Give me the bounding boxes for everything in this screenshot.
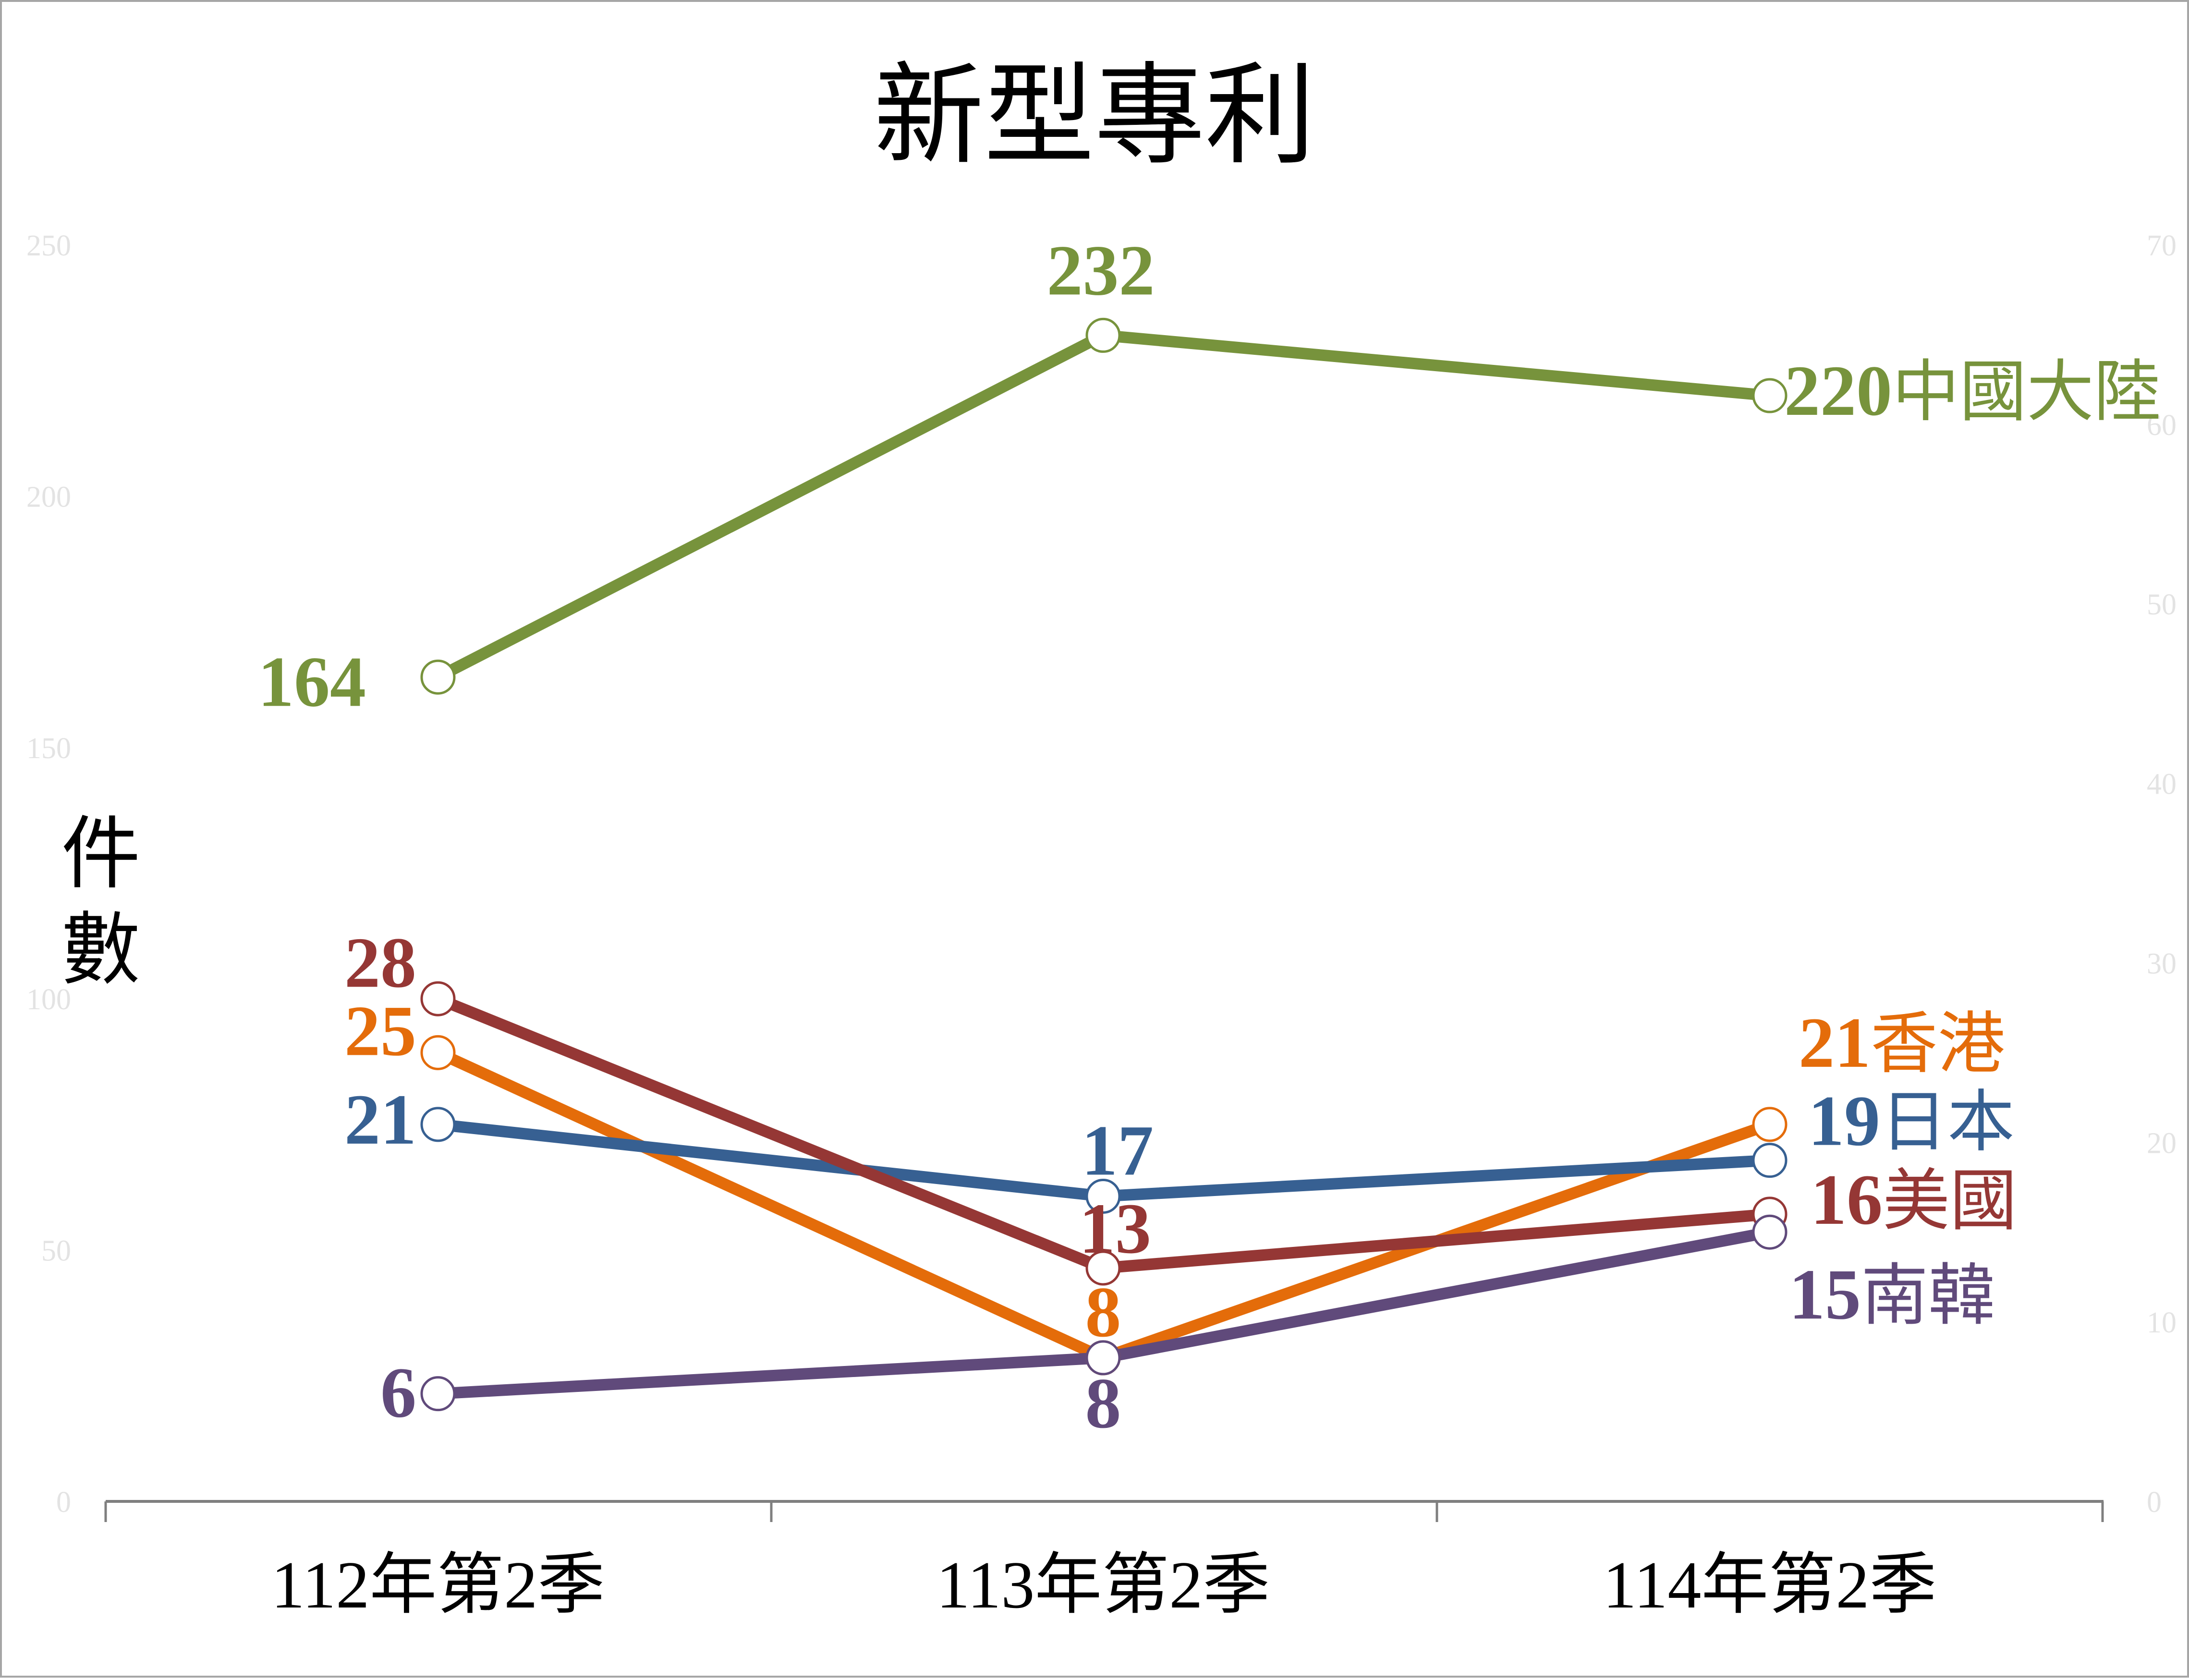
y-axis-label: 件數 [61, 808, 141, 996]
data-point-marker [1752, 378, 1788, 413]
data-label: 17 [1082, 1111, 1154, 1190]
x-tick-label: 112年第2季 [271, 1548, 605, 1622]
data-label: 15南韓 [1789, 1255, 1995, 1335]
right-tick-label: 30 [2147, 947, 2177, 980]
left-tick-label: 100 [26, 983, 71, 1016]
right-tick-label: 10 [2147, 1306, 2177, 1339]
data-point-marker [1752, 1143, 1788, 1178]
data-point-marker [420, 659, 456, 695]
right-tick-label: 50 [2147, 589, 2177, 621]
data-label: 8 [1085, 1272, 1121, 1352]
left-tick-label: 50 [41, 1235, 71, 1268]
series-data-labels: 164 232 220中國大陸 25 8 21香港 21 17 19日本 28 13 16美國 6 8 15… [258, 230, 2161, 1443]
data-label: 25 [344, 991, 416, 1071]
data-point-marker [420, 1035, 456, 1070]
y-axis-label-char: 數 [61, 904, 141, 996]
right-tick-label: 70 [2147, 230, 2177, 262]
left-tick-label: 250 [26, 230, 71, 262]
right-tick-label: 40 [2147, 768, 2177, 801]
data-point-marker [420, 981, 456, 1016]
right-tick-label: 60 [2147, 409, 2177, 442]
data-label: 21香港 [1799, 1003, 2005, 1083]
data-point-marker [1085, 1340, 1121, 1376]
data-label: 220中國大陸 [1784, 351, 2161, 431]
series-name-label: 中國大陸 [1892, 353, 2161, 431]
data-label: 164 [258, 642, 366, 722]
x-axis-labels: 112年第2季 113年第2季 114年第2季 [271, 1548, 1937, 1622]
data-label: 6 [380, 1353, 416, 1433]
series-name-label: 南韓 [1861, 1257, 1995, 1335]
data-label: 13 [1079, 1189, 1151, 1269]
y-axis-label-char: 件 [61, 808, 141, 900]
x-tick-label: 114年第2季 [1603, 1548, 1937, 1622]
left-tick-label: 0 [56, 1486, 71, 1519]
data-point-marker [1085, 317, 1121, 353]
data-label: 21 [344, 1080, 416, 1160]
x-axis-ticks [104, 1501, 2104, 1522]
right-tick-label: 0 [2147, 1486, 2162, 1519]
series-name-label: 香港 [1871, 1005, 2005, 1083]
series-name-label: 美國 [1883, 1162, 2017, 1240]
data-label: 19日本 [1808, 1081, 2015, 1161]
left-axis-ticks: 0 50 100 150 200 250 [26, 230, 71, 1519]
data-label: 16美國 [1811, 1160, 2017, 1240]
data-point-marker [1752, 1107, 1788, 1142]
data-point-marker [1085, 1178, 1121, 1214]
x-axis [104, 1500, 2104, 1522]
right-tick-label: 20 [2147, 1127, 2177, 1160]
chart-title: 新型專利 [874, 52, 1315, 180]
right-axis-ticks: 0 10 20 30 40 50 60 70 [2147, 230, 2177, 1519]
data-point-marker [420, 1376, 456, 1412]
left-tick-label: 200 [26, 481, 71, 513]
data-label: 8 [1085, 1364, 1121, 1443]
series-markers [420, 317, 1788, 1412]
data-point-marker [420, 1107, 456, 1142]
series-name-label: 日本 [1880, 1083, 2015, 1161]
data-label: 28 [344, 923, 416, 1003]
data-point-marker [1085, 1250, 1121, 1286]
data-point-marker [1752, 1214, 1788, 1250]
left-tick-label: 150 [26, 732, 71, 765]
data-label: 232 [1047, 230, 1155, 310]
x-tick-label: 113年第2季 [936, 1548, 1270, 1622]
